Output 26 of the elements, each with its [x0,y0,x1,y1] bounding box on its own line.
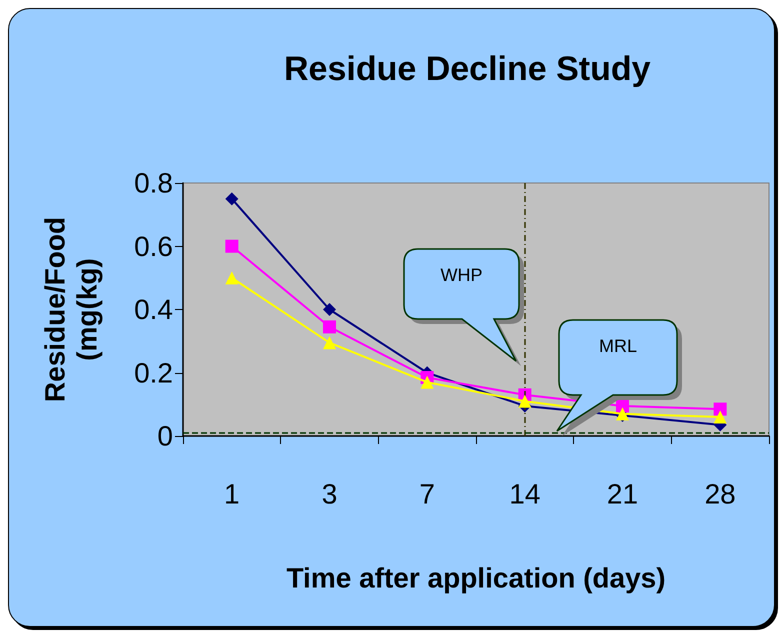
y-axis-title: Residue/Food (mg(kg) [40,216,102,402]
x-tick-label: 21 [606,478,638,510]
x-tick-label: 7 [419,478,435,510]
point [518,394,532,408]
y-tick-label: 0 [157,420,173,452]
point [714,402,727,416]
y-tick-label: 0.8 [134,168,173,198]
chart-title: Residue Decline Study [284,50,651,88]
point [323,320,336,334]
point [323,336,336,350]
point [714,410,727,424]
x-tick-label: 1 [224,478,240,510]
point [225,240,238,253]
point [225,271,238,284]
y-tick-label: 0.2 [134,357,173,388]
y-tick-label: 0.4 [134,294,173,325]
point [323,303,336,316]
annotation: MRL [598,336,638,356]
x-tick-label: 3 [322,478,338,510]
point [420,376,434,389]
point [225,192,238,206]
x-tick-label: 14 [509,478,540,510]
annotation: WHP [440,265,482,285]
x-axis-title: Time after application (days) [286,562,666,594]
y-tick-label: 0.6 [134,230,173,262]
x-tick-label: 28 [704,478,736,510]
